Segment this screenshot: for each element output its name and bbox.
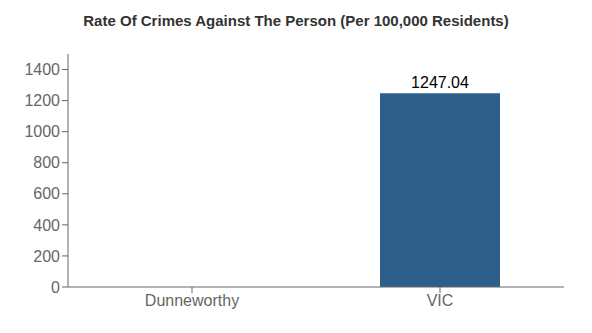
svg-text:VIC: VIC (427, 292, 454, 309)
svg-text:1247.04: 1247.04 (411, 74, 469, 91)
svg-text:400: 400 (33, 217, 60, 234)
svg-text:800: 800 (33, 154, 60, 171)
html-text:Rate Of Crimes Against The Per: Rate Of Crimes Against The Person (Per 1… (83, 12, 509, 29)
svg-text:0: 0 (51, 279, 60, 296)
svg-text:1200: 1200 (24, 92, 60, 109)
svg-text:1000: 1000 (24, 123, 60, 140)
svg-text:200: 200 (33, 248, 60, 265)
svg-text:Dunneworthy: Dunneworthy (145, 292, 239, 309)
svg-text:600: 600 (33, 185, 60, 202)
svg-text:1400: 1400 (24, 61, 60, 78)
